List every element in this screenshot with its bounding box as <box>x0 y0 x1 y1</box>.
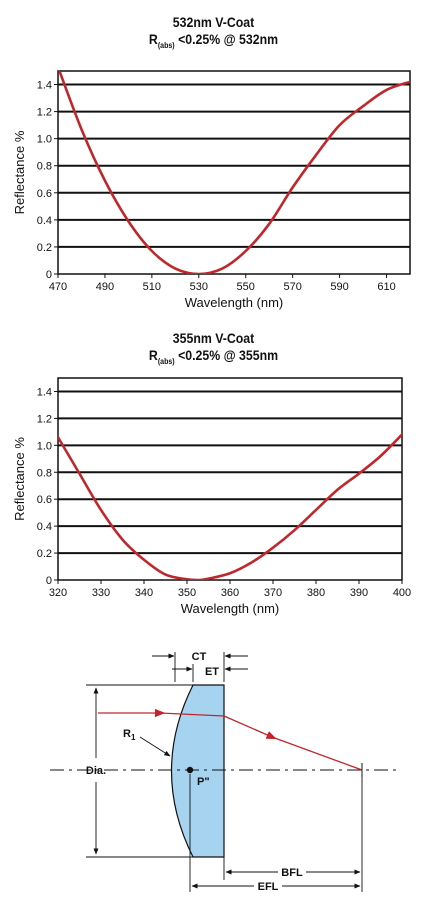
chart1-subtitle-sub: (abs) <box>157 40 175 50</box>
chart2-y-tick-label: 0.4 <box>37 521 52 533</box>
chart1-y-tick-label: 0 <box>46 269 52 281</box>
chart2-y-tick-label: 0.2 <box>37 548 52 560</box>
chart1-x-axis-label: Wavelength (nm) <box>185 295 284 310</box>
chart1-subtitle-prefix: R <box>148 31 158 47</box>
chart2-x-tick-label: 370 <box>264 587 282 599</box>
chart1-x-tick-label: 570 <box>283 281 301 293</box>
chart1-y-tick-label: 0.4 <box>37 215 52 227</box>
chart2-subtitle-rest: <0.25% @ 355nm <box>174 347 279 363</box>
chart2-y-tick-label: 0.6 <box>37 494 52 506</box>
chart1-y-tick-label: 1.2 <box>37 107 52 119</box>
chart1-subtitle: R(abs) <0.25% @ 532nm <box>26 31 402 54</box>
r1-label: R1 <box>123 728 136 742</box>
chart2-x-tick-label: 320 <box>49 587 67 599</box>
chart2-x-tick-label: 380 <box>307 587 325 599</box>
chart2-subtitle-sub: (abs) <box>157 356 175 366</box>
ray-in-lens <box>159 712 225 717</box>
chart2-y-tick-label: 1.4 <box>37 386 52 398</box>
chart1-y-tick-label: 1.4 <box>37 80 52 92</box>
chart1-x-tick-label: 590 <box>330 281 348 293</box>
chart1-y-axis-label: Reflectance % <box>12 130 27 214</box>
ct-label: CT <box>192 651 207 663</box>
chart1-x-tick-label: 550 <box>237 281 255 293</box>
chart1-x-tick-label: 510 <box>143 281 161 293</box>
chart2-x-tick-label: 360 <box>221 587 239 599</box>
et-label: ET <box>205 666 219 678</box>
chart2-svg: 0 0.2 0.4 0.6 0.8 1.0 1.2 1.4 320 330 340 350 360 370… <box>12 377 411 616</box>
chart1-x-tick-label: 610 <box>377 281 395 293</box>
chart2-subtitle: R(abs) <0.25% @ 355nm <box>26 347 402 370</box>
chart1-subtitle-rest: <0.25% @ 532nm <box>174 31 279 47</box>
lens-body <box>170 684 225 858</box>
chart2-y-tick-label: 1.0 <box>37 440 52 452</box>
chart1-series-line <box>58 71 410 274</box>
chart1-title-block: 532nm V-Coat R(abs) <0.25% @ 532nm <box>0 14 427 54</box>
chart2-y-tick-label: 0.8 <box>37 467 52 479</box>
chart1-y-tick-label: 0.6 <box>37 188 52 200</box>
chart2-title: 355nm V-Coat <box>172 330 255 346</box>
chart2-title-block: 355nm V-Coat R(abs) <0.25% @ 355nm <box>0 330 427 370</box>
chart2-x-tick-label: 340 <box>135 587 153 599</box>
chart1-y-tick-label: 0.2 <box>37 242 52 254</box>
chart2-x-tick-label: 400 <box>393 587 411 599</box>
efl-label: EFL <box>258 881 279 893</box>
dia-label: Dia. <box>86 765 106 777</box>
principal-point-label: P" <box>197 776 210 788</box>
chart2-x-axis-label: Wavelength (nm) <box>181 601 280 616</box>
principal-point-marker <box>186 766 194 774</box>
chart1-x-tick-label: 530 <box>190 281 208 293</box>
chart2-y-axis-label: Reflectance % <box>12 437 27 521</box>
chart1-plot-frame <box>57 70 411 275</box>
chart1-title: 532nm V-Coat <box>172 14 255 30</box>
chart1-svg: 0 0.2 0.4 0.6 0.8 1.0 1.2 1.4 470 490 510 530 550 570… <box>12 70 411 310</box>
r1-leader <box>139 736 171 757</box>
chart2-x-tick-label: 350 <box>178 587 196 599</box>
ray-to-focus <box>271 736 363 771</box>
chart2-series-line <box>58 433 402 580</box>
ray-outgoing <box>223 715 277 740</box>
chart2-y-tick-label: 0 <box>46 575 52 587</box>
chart1-x-tick-label: 470 <box>49 281 67 293</box>
chart2-y-tick-label: 1.2 <box>37 413 52 425</box>
chart1-y-tick-label: 1.0 <box>37 134 52 146</box>
bfl-label: BFL <box>281 867 303 879</box>
chart1-y-tick-label: 0.8 <box>37 161 52 173</box>
chart2-x-tick-label: 390 <box>350 587 368 599</box>
chart1-x-tick-label: 490 <box>96 281 114 293</box>
chart2-x-tick-label: 330 <box>92 587 110 599</box>
chart2-subtitle-prefix: R <box>148 347 158 363</box>
